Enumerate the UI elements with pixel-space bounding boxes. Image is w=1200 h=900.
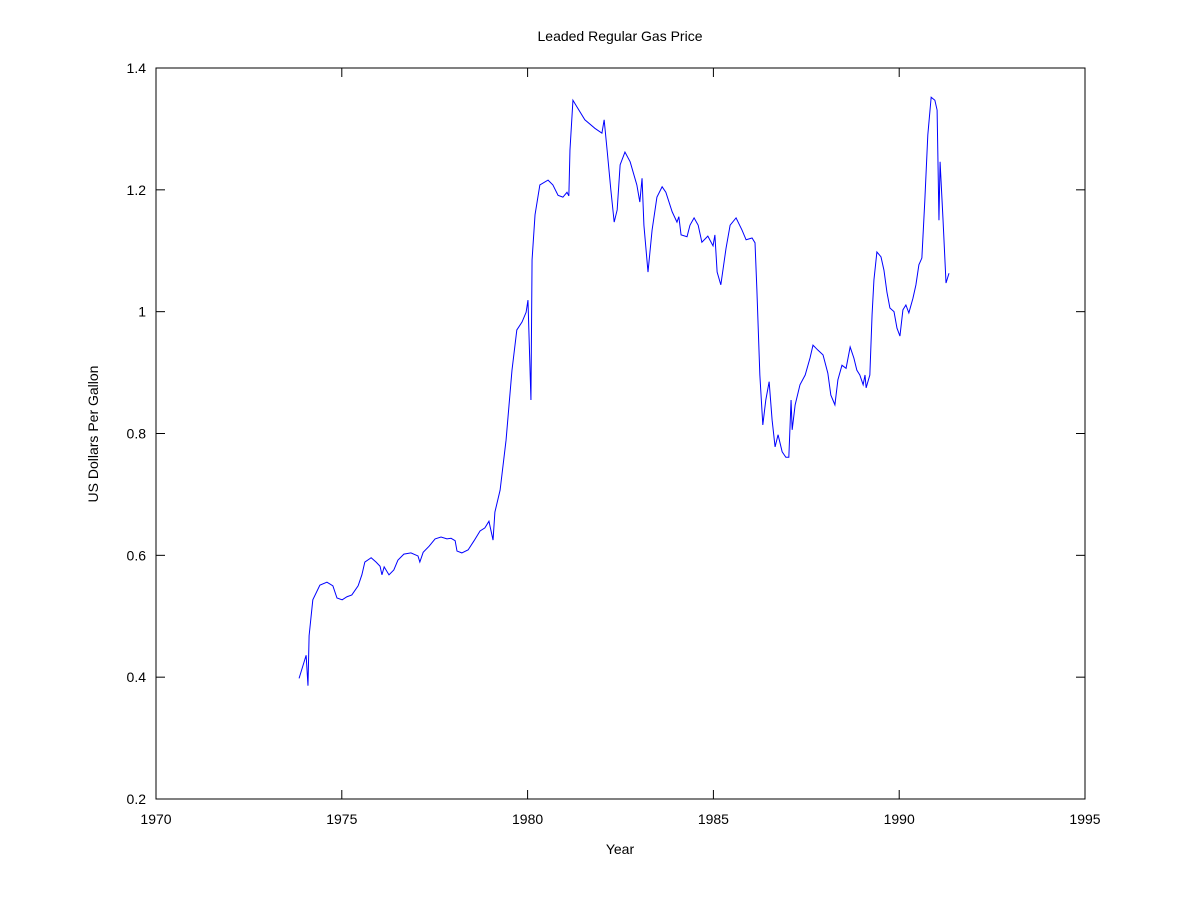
- y-tick-label: 1: [138, 304, 146, 320]
- y-tick-label: 0.6: [127, 547, 147, 563]
- chart-title: Leaded Regular Gas Price: [538, 28, 703, 44]
- y-axis-label: US Dollars Per Gallon: [85, 366, 101, 503]
- y-tick-label: 0.8: [127, 426, 147, 442]
- x-tick-label: 1985: [698, 811, 729, 827]
- y-tick-label: 1.2: [127, 182, 147, 198]
- x-tick-label: 1980: [512, 811, 543, 827]
- x-tick-label: 1990: [884, 811, 915, 827]
- x-tick-label: 1995: [1069, 811, 1100, 827]
- y-tick-label: 1.4: [127, 60, 147, 76]
- y-tick-label: 0.4: [127, 669, 147, 685]
- y-tick-label: 0.2: [127, 791, 147, 807]
- data-line: [298, 96, 950, 686]
- x-tick-label: 1970: [140, 811, 171, 827]
- x-axis-label: Year: [606, 841, 635, 857]
- plot-frame: [155, 67, 1086, 800]
- x-tick-label: 1975: [326, 811, 357, 827]
